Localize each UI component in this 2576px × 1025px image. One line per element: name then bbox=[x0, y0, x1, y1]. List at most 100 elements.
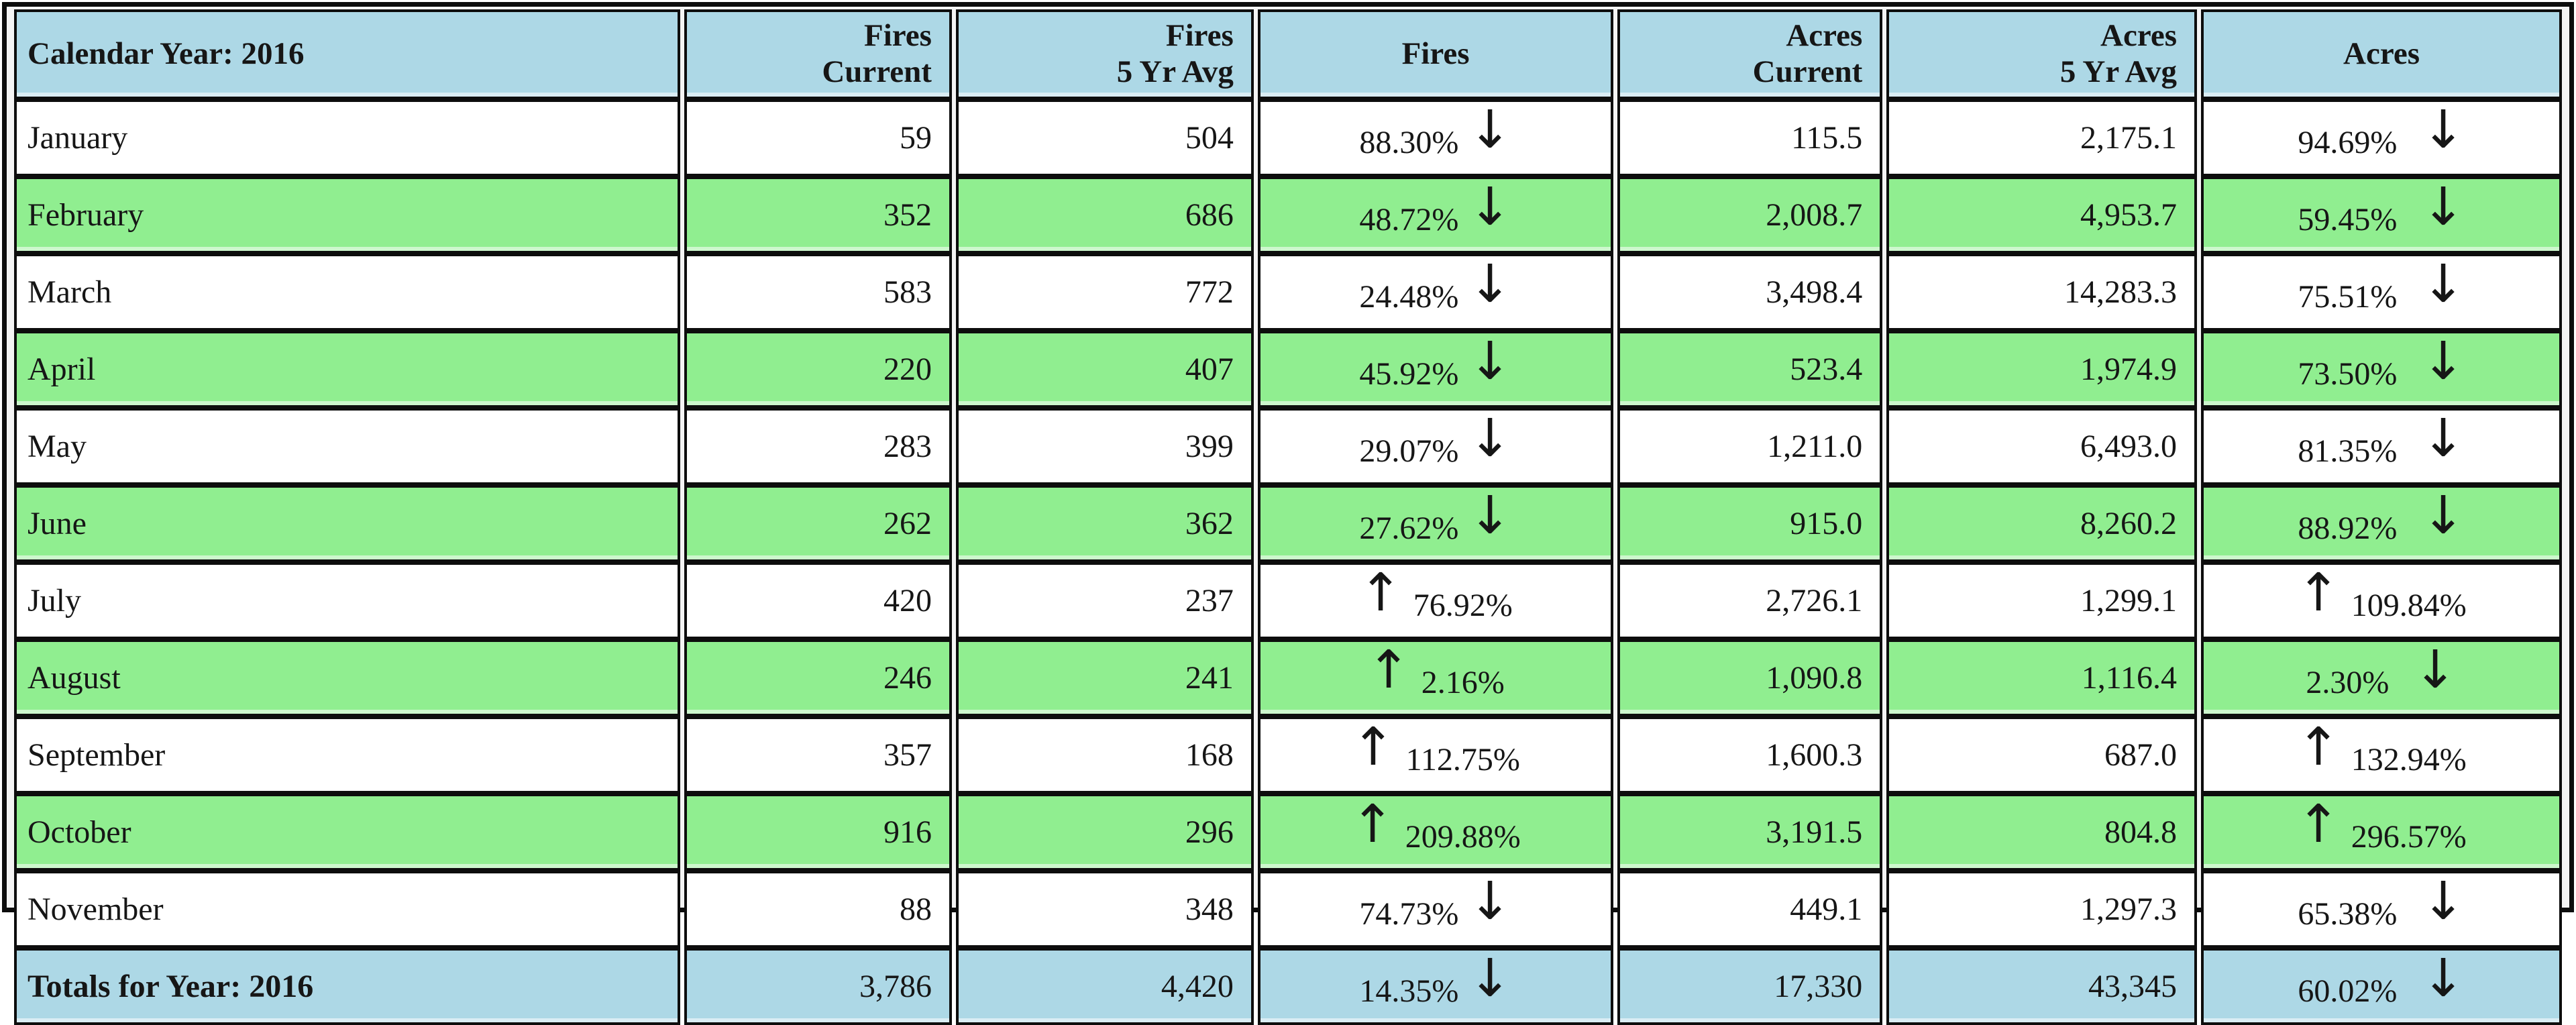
fires-current-cell: 420 bbox=[684, 562, 952, 639]
fires-current-value: 3,786 bbox=[859, 969, 932, 1004]
fires-5yr-avg-cell: 362 bbox=[955, 485, 1254, 562]
acres-current-cell: 1,090.8 bbox=[1617, 639, 1883, 716]
fires-current-cell: 283 bbox=[684, 408, 952, 485]
month-label: June bbox=[28, 506, 87, 541]
table-row: April 220 407 45.92% ↓ 523.4 1,974.9 73.5… bbox=[14, 331, 2562, 408]
fires-5yr-avg-value: 237 bbox=[1185, 583, 1234, 618]
fires-current-cell: 357 bbox=[684, 716, 952, 794]
acres-pct-change-cell: 59.45% ↓ bbox=[2201, 176, 2562, 254]
fires-5yr-avg-cell: 504 bbox=[955, 99, 1254, 176]
pct-change-value: 14.35% bbox=[1359, 973, 1459, 1009]
acres-current-cell: 915.0 bbox=[1617, 485, 1883, 562]
month-label: September bbox=[28, 737, 166, 773]
acres-5yr-avg-cell: 6,493.0 bbox=[1886, 408, 2197, 485]
pct-change-value: 74.73% bbox=[1359, 896, 1459, 932]
fires-current-value: 420 bbox=[883, 583, 932, 618]
fires-pct-change-cell: 45.92% ↓ bbox=[1257, 331, 1614, 408]
acres-current-value: 523.4 bbox=[1790, 352, 1863, 387]
acres-5yr-avg-cell: 2,175.1 bbox=[1886, 99, 2197, 176]
month-label: July bbox=[28, 583, 82, 618]
acres-5yr-avg-cell: 687.0 bbox=[1886, 716, 2197, 794]
fires-current-value: 283 bbox=[883, 429, 932, 464]
month-cell: May bbox=[14, 408, 681, 485]
acres-5yr-avg-cell: 1,297.3 bbox=[1886, 871, 2197, 948]
acres-5yr-avg-value: 2,175.1 bbox=[2080, 120, 2177, 156]
pct-change-value: 81.35% bbox=[2298, 433, 2398, 469]
month-cell: March bbox=[14, 254, 681, 331]
acres-pct-change-cell: 75.51% ↓ bbox=[2201, 254, 2562, 331]
pct-change-value: 27.62% bbox=[1359, 510, 1459, 546]
month-cell: June bbox=[14, 485, 681, 562]
fires-5yr-avg-cell: 237 bbox=[955, 562, 1254, 639]
acres-current-cell: 523.4 bbox=[1617, 331, 1883, 408]
acres-5yr-avg-value: 4,953.7 bbox=[2080, 197, 2177, 233]
acres-current-value: 2,726.1 bbox=[1766, 583, 1863, 618]
header-acres-5yr-avg: Acres 5 Yr Avg bbox=[1886, 9, 2197, 99]
acres-current-cell: 17,330 bbox=[1617, 948, 1883, 1025]
pct-change-value: 296.57% bbox=[2351, 818, 2467, 855]
fires-5yr-avg-cell: 296 bbox=[955, 794, 1254, 871]
month-cell: February bbox=[14, 176, 681, 254]
fires-current-cell: 59 bbox=[684, 99, 952, 176]
fires-current-cell: 88 bbox=[684, 871, 952, 948]
fires-5yr-avg-cell: 686 bbox=[955, 176, 1254, 254]
fires-pct-change-cell: ↑ 76.92% bbox=[1257, 562, 1614, 639]
fires-pct-change-cell: ↑ 2.16% bbox=[1257, 639, 1614, 716]
fires-current-value: 357 bbox=[883, 737, 932, 773]
acres-current-cell: 2,726.1 bbox=[1617, 562, 1883, 639]
acres-5yr-avg-cell: 4,953.7 bbox=[1886, 176, 2197, 254]
month-label: January bbox=[28, 120, 128, 156]
table-row: February 352 686 48.72% ↓ 2,008.7 4,953.7… bbox=[14, 176, 2562, 254]
month-cell: April bbox=[14, 331, 681, 408]
fires-current-cell: 246 bbox=[684, 639, 952, 716]
table-row: August 246 241 ↑ 2.16% 1,090.8 1,116.4 2.… bbox=[14, 639, 2562, 716]
acres-5yr-avg-cell: 1,299.1 bbox=[1886, 562, 2197, 639]
fires-pct-change-cell: ↑ 209.88% bbox=[1257, 794, 1614, 871]
pct-change-value: 76.92% bbox=[1413, 587, 1513, 623]
acres-pct-change-cell: 65.38% ↓ bbox=[2201, 871, 2562, 948]
acres-5yr-avg-cell: 43,345 bbox=[1886, 948, 2197, 1025]
acres-5yr-avg-value: 8,260.2 bbox=[2080, 506, 2177, 541]
pct-change-value: 209.88% bbox=[1405, 818, 1521, 855]
acres-5yr-avg-value: 1,116.4 bbox=[2081, 660, 2177, 696]
month-cell: August bbox=[14, 639, 681, 716]
table-row: September 357 168 ↑ 112.75% 1,600.3 687.0… bbox=[14, 716, 2562, 794]
fires-current-value: 88 bbox=[899, 892, 932, 927]
fires-5yr-avg-value: 362 bbox=[1185, 506, 1234, 541]
month-cell: July bbox=[14, 562, 681, 639]
fires-5yr-avg-cell: 399 bbox=[955, 408, 1254, 485]
acres-current-value: 115.5 bbox=[1791, 120, 1863, 156]
pct-change-value: 29.07% bbox=[1359, 433, 1459, 469]
acres-5yr-avg-cell: 1,116.4 bbox=[1886, 639, 2197, 716]
acres-pct-change-cell: ↑ 296.57% bbox=[2201, 794, 2562, 871]
acres-current-cell: 1,600.3 bbox=[1617, 716, 1883, 794]
pct-change-value: 48.72% bbox=[1359, 201, 1459, 237]
acres-5yr-avg-cell: 14,283.3 bbox=[1886, 254, 2197, 331]
acres-pct-change-cell: 88.92% ↓ bbox=[2201, 485, 2562, 562]
acres-current-cell: 3,191.5 bbox=[1617, 794, 1883, 871]
fires-current-cell: 583 bbox=[684, 254, 952, 331]
fires-5yr-avg-cell: 348 bbox=[955, 871, 1254, 948]
fires-current-value: 246 bbox=[883, 660, 932, 696]
pct-change-value: 45.92% bbox=[1359, 356, 1459, 392]
table-row: June 262 362 27.62% ↓ 915.0 8,260.2 88.92… bbox=[14, 485, 2562, 562]
fires-current-cell: 220 bbox=[684, 331, 952, 408]
fires-current-value: 352 bbox=[883, 197, 932, 233]
pct-change-value: 2.16% bbox=[1421, 664, 1505, 700]
header-fires-current: Fires Current bbox=[684, 9, 952, 99]
acres-5yr-avg-cell: 804.8 bbox=[1886, 794, 2197, 871]
month-cell: October bbox=[14, 794, 681, 871]
fires-5yr-avg-value: 296 bbox=[1185, 814, 1234, 850]
acres-current-cell: 3,498.4 bbox=[1617, 254, 1883, 331]
table-row: November 88 348 74.73% ↓ 449.1 1,297.3 65… bbox=[14, 871, 2562, 948]
fires-5yr-avg-value: 168 bbox=[1185, 737, 1234, 773]
acres-current-value: 1,090.8 bbox=[1766, 660, 1863, 696]
fires-current-value: 59 bbox=[899, 120, 932, 156]
fires-current-cell: 352 bbox=[684, 176, 952, 254]
month-label: May bbox=[28, 429, 87, 464]
pct-change-value: 2.30% bbox=[2306, 664, 2390, 700]
month-label: April bbox=[28, 352, 96, 387]
pct-change-value: 112.75% bbox=[1405, 741, 1520, 777]
fires-current-cell: 916 bbox=[684, 794, 952, 871]
table-row: May 283 399 29.07% ↓ 1,211.0 6,493.0 81.3… bbox=[14, 408, 2562, 485]
